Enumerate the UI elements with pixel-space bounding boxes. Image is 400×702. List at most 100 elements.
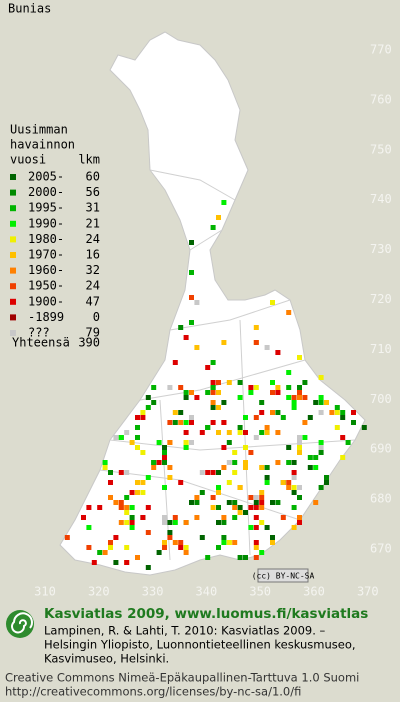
observation-square bbox=[237, 510, 243, 515]
observation-square bbox=[210, 225, 216, 230]
observation-square bbox=[226, 480, 232, 485]
observation-square bbox=[264, 525, 270, 530]
observation-square bbox=[135, 490, 140, 495]
observation-square bbox=[243, 465, 248, 470]
legend-count-heading: lkm bbox=[78, 153, 100, 167]
observation-square bbox=[286, 480, 292, 485]
observation-square bbox=[108, 480, 113, 485]
observation-square bbox=[270, 380, 275, 385]
observation-square bbox=[167, 420, 173, 425]
license-badge-text: (cc) BY-NC-SA bbox=[252, 572, 315, 581]
observation-square bbox=[183, 420, 189, 425]
observation-square bbox=[226, 500, 232, 505]
observation-square bbox=[194, 500, 200, 505]
observation-square bbox=[232, 505, 238, 510]
observation-square bbox=[86, 525, 92, 530]
observation-square bbox=[145, 395, 151, 400]
observation-square bbox=[259, 430, 265, 435]
observation-square bbox=[145, 530, 151, 535]
observation-square bbox=[253, 435, 259, 440]
observation-square bbox=[226, 460, 232, 465]
observation-square bbox=[113, 560, 119, 565]
observation-square bbox=[140, 415, 146, 420]
observation-square bbox=[189, 415, 194, 420]
x-grid-label: 350 bbox=[249, 585, 271, 599]
observation-square bbox=[140, 410, 146, 415]
legend-label: 1950- bbox=[28, 279, 64, 293]
observation-square bbox=[194, 495, 200, 500]
observation-square bbox=[205, 425, 211, 430]
legend-label: -1899 bbox=[28, 310, 64, 324]
observation-square bbox=[129, 505, 135, 510]
observation-square bbox=[297, 435, 302, 440]
observation-square bbox=[183, 440, 189, 445]
observation-square bbox=[172, 410, 178, 415]
observation-square bbox=[210, 470, 216, 475]
observation-square bbox=[118, 470, 124, 475]
observation-square bbox=[118, 435, 124, 440]
legend-label: 1980- bbox=[28, 232, 64, 246]
observation-square bbox=[259, 400, 265, 405]
observation-square bbox=[259, 505, 265, 510]
observation-square bbox=[162, 445, 167, 450]
observation-square bbox=[156, 460, 162, 465]
observation-square bbox=[302, 435, 308, 440]
observation-square bbox=[340, 415, 346, 420]
observation-square bbox=[178, 480, 184, 485]
observation-square bbox=[221, 445, 227, 450]
legend-total: 390 bbox=[78, 336, 100, 350]
x-grid-label: 320 bbox=[88, 585, 110, 599]
observation-square bbox=[167, 475, 173, 480]
legend-swatch bbox=[10, 205, 16, 212]
observation-square bbox=[264, 345, 270, 350]
observation-square bbox=[270, 540, 275, 545]
license-badge bbox=[257, 568, 309, 583]
observation-square bbox=[280, 480, 286, 485]
observation-square bbox=[313, 400, 319, 405]
observation-square bbox=[210, 420, 216, 425]
observation-square bbox=[324, 400, 329, 405]
observation-square bbox=[237, 485, 243, 490]
observation-square bbox=[91, 560, 97, 565]
legend-label: ??? bbox=[28, 326, 50, 340]
observation-square bbox=[334, 410, 340, 415]
y-grid-label: 680 bbox=[370, 492, 392, 506]
observation-square bbox=[178, 540, 184, 545]
observation-square bbox=[86, 505, 92, 510]
observation-square bbox=[151, 385, 157, 390]
observation-square bbox=[210, 380, 216, 385]
observation-square bbox=[297, 495, 302, 500]
observation-square bbox=[248, 495, 254, 500]
observation-square bbox=[135, 480, 140, 485]
observation-square bbox=[189, 420, 194, 425]
legend-swatch bbox=[10, 330, 16, 336]
observation-square bbox=[216, 485, 221, 490]
observation-square bbox=[237, 425, 243, 430]
observation-square bbox=[264, 475, 270, 480]
legend-count: 60 bbox=[86, 170, 100, 184]
observation-square bbox=[248, 390, 254, 395]
observation-square bbox=[216, 405, 221, 410]
observation-square bbox=[167, 520, 173, 525]
observation-square bbox=[340, 455, 346, 460]
observation-square bbox=[129, 520, 135, 525]
observation-square bbox=[210, 505, 216, 510]
observation-square bbox=[275, 460, 281, 465]
observation-square bbox=[253, 545, 259, 550]
observation-square bbox=[226, 440, 232, 445]
observation-square bbox=[216, 520, 221, 525]
observation-square bbox=[248, 505, 254, 510]
observation-square bbox=[253, 500, 259, 505]
citation: Helsingin Yliopisto, Luonnontieteellinen… bbox=[44, 638, 356, 652]
observation-square bbox=[270, 500, 275, 505]
observation-square bbox=[183, 445, 189, 450]
observation-square bbox=[264, 480, 270, 485]
legend-label: 1900- bbox=[28, 294, 64, 308]
observation-square bbox=[264, 425, 270, 430]
observation-square bbox=[237, 380, 243, 385]
observation-square bbox=[102, 460, 108, 465]
observation-square bbox=[178, 325, 184, 330]
observation-square bbox=[124, 520, 130, 525]
observation-square bbox=[216, 430, 221, 435]
observation-square bbox=[318, 395, 324, 400]
